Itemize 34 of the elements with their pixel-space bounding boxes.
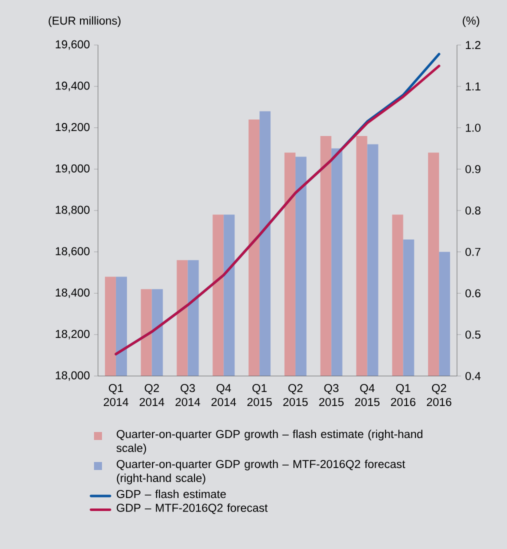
y2-tick-label: 0.5 <box>465 330 480 339</box>
y2-tick-label: 0.7 <box>465 248 480 256</box>
x-tick-label: Q3 2015 <box>319 384 344 406</box>
y-tick-label: 18,000 <box>56 371 90 381</box>
y2-tick-label: 0.9 <box>465 165 480 174</box>
y2-tick-label: 0.6 <box>465 289 480 298</box>
x-tick-label: Q2 2015 <box>283 384 308 406</box>
x-tick-label: Q1 2015 <box>247 384 272 406</box>
y-tick-label: 18,600 <box>56 247 90 257</box>
y2-axis-title: (%) <box>462 16 480 27</box>
y-tick-label: 19,000 <box>56 164 90 174</box>
y-tick-label: 18,400 <box>56 288 90 298</box>
y-tick-label: 19,200 <box>56 123 90 132</box>
y2-tick-label: 1.1 <box>466 82 480 90</box>
y-axis-title: (EUR millions) <box>48 16 120 27</box>
y2-tick-label: 1.0 <box>466 124 481 132</box>
y-tick-label: 19,600 <box>56 40 90 50</box>
legend-label: GDP – flash estimate <box>116 490 226 498</box>
x-tick-label: Q1 2016 <box>390 384 416 406</box>
y-tick-label: 18,800 <box>56 206 90 216</box>
y-tick-label: 18,200 <box>56 330 90 340</box>
x-tick-label: Q2 2016 <box>426 384 452 406</box>
y-tick-label: 19,400 <box>56 82 90 92</box>
x-tick-label: Q2 2014 <box>140 384 164 406</box>
x-tick-label: Q1 2014 <box>104 384 128 406</box>
x-tick-label: Q3 2014 <box>176 384 200 406</box>
y2-tick-label: 1.2 <box>466 40 480 49</box>
y2-tick-label: 0.4 <box>465 372 481 380</box>
legend-label: Quarter-on-quarter GDP growth – MTF-2016Q2 forecast (right-hand scale) <box>116 460 406 484</box>
legend-label: Quarter-on-quarter GDP growth – flash estimate (right-hand scale) <box>116 430 422 454</box>
y2-tick-label: 0.8 <box>465 206 480 215</box>
x-tick-label: Q4 2015 <box>355 384 380 406</box>
x-tick-label: Q4 2014 <box>211 384 236 406</box>
legend-label: GDP – MTF-2016Q2 forecast <box>116 504 268 514</box>
